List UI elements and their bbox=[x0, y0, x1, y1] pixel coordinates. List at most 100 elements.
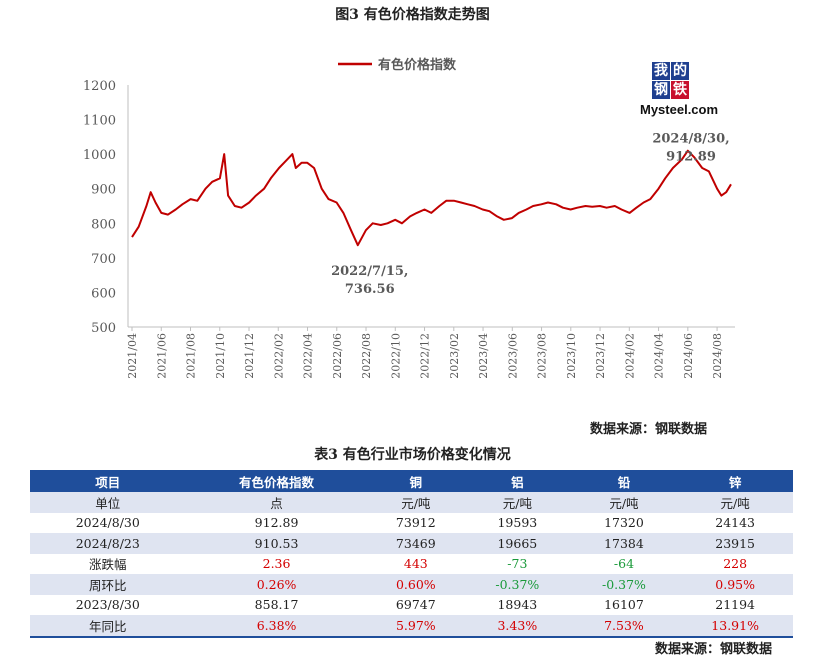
table-cell: 年同比 bbox=[30, 615, 186, 638]
annotation-label: 736.56 bbox=[345, 282, 395, 297]
table-cell: 23915 bbox=[677, 533, 793, 554]
x-tick-label: 2023/04 bbox=[477, 333, 490, 379]
y-tick-label: 1100 bbox=[83, 114, 116, 129]
logo-char: 我 bbox=[652, 62, 670, 80]
table-cell: 0.26% bbox=[185, 574, 368, 595]
table-cell: -64 bbox=[570, 553, 678, 574]
table-header-row: 项目 有色价格指数铜铝铅锌 bbox=[30, 470, 793, 492]
line-chart: 500 600 700 800 900 1000 1100 1200 2021/04 2021/0… bbox=[83, 57, 735, 379]
table-cell: 69747 bbox=[367, 594, 465, 615]
table-header-cell: 项目 bbox=[30, 470, 186, 492]
table-cell: 0.95% bbox=[677, 574, 793, 595]
y-tick-label: 1000 bbox=[83, 148, 116, 163]
table-cell: 17384 bbox=[570, 533, 678, 554]
table-cell: 元/吨 bbox=[464, 492, 571, 513]
table-header-cell: 铜 bbox=[367, 470, 465, 492]
table-title: 表3 有色行业市场价格变化情况 bbox=[314, 447, 511, 463]
table-cell: 858.17 bbox=[185, 594, 368, 615]
x-tick-label: 2021/04 bbox=[126, 333, 139, 379]
table-cell: 0.60% bbox=[367, 574, 465, 595]
table-header-cell: 铅 bbox=[570, 470, 678, 492]
x-tick-label: 2022/06 bbox=[331, 333, 344, 379]
x-tick-label: 2021/08 bbox=[185, 333, 198, 379]
table-cell: 3.43% bbox=[464, 615, 571, 638]
x-tick-label: 2024/02 bbox=[623, 333, 636, 379]
table-cell: 16107 bbox=[570, 594, 678, 615]
x-tick-label: 2021/10 bbox=[214, 333, 227, 379]
table-cell: 元/吨 bbox=[677, 492, 793, 513]
table-row: 2024/8/23 910.53 73469 19665 17384 23915 bbox=[30, 533, 793, 554]
table-row: 年同比 6.38% 5.97% 3.43% 7.53% 13.91% bbox=[30, 615, 793, 638]
table-row: 涨跌幅 2.36 443 -73 -64 228 bbox=[30, 553, 793, 574]
table-cell: 19593 bbox=[464, 512, 571, 533]
price-table: 项目 有色价格指数铜铝铅锌 单位点元/吨 元/吨 元/吨 元/吨 2024/8/30 912… bbox=[30, 470, 793, 638]
x-tick-label: 2023/02 bbox=[448, 333, 461, 379]
table-cell: 443 bbox=[367, 553, 465, 574]
table-cell: 单位 bbox=[30, 492, 186, 513]
table-cell: 7.53% bbox=[570, 615, 678, 638]
table-body: 单位点元/吨 元/吨 元/吨 元/吨 2024/8/30 912.89 73912 19593… bbox=[30, 492, 793, 638]
x-tick-label: 2022/02 bbox=[272, 333, 285, 379]
table-header-cell: 铝 bbox=[464, 470, 571, 492]
figure-title: 图3 有色价格指数走势图 bbox=[335, 7, 490, 23]
logo-char: 钢 bbox=[652, 81, 670, 99]
x-tick-label: 2022/08 bbox=[360, 333, 373, 379]
logo-char: 的 bbox=[671, 62, 689, 80]
x-tick-label: 2022/12 bbox=[419, 333, 432, 379]
chart-source: 数据来源：钢联数据 bbox=[590, 422, 708, 437]
table-cell: 2.36 bbox=[185, 553, 368, 574]
y-tick-label: 900 bbox=[91, 183, 116, 198]
table-cell: 2023/8/30 bbox=[30, 594, 186, 615]
table-cell: 涨跌幅 bbox=[30, 553, 186, 574]
table-row: 单位点元/吨 元/吨 元/吨 元/吨 bbox=[30, 492, 793, 513]
table-cell: 17320 bbox=[570, 512, 678, 533]
logo-brand: Mysteel.com bbox=[640, 102, 719, 117]
legend-label: 有色价格指数 bbox=[378, 57, 457, 73]
table-cell: 5.97% bbox=[367, 615, 465, 638]
table-cell: 元/吨 bbox=[367, 492, 465, 513]
x-tick-label: 2024/06 bbox=[682, 333, 695, 379]
y-tick-label: 1200 bbox=[83, 79, 116, 94]
y-tick-label: 800 bbox=[91, 217, 116, 232]
annotation-label: 2022/7/15, bbox=[331, 264, 408, 279]
table-cell: 18943 bbox=[464, 594, 571, 615]
y-tick-label: 500 bbox=[91, 321, 116, 336]
table-cell: 24143 bbox=[677, 512, 793, 533]
x-tick-label: 2023/12 bbox=[594, 333, 607, 379]
table-row: 2024/8/30 912.89 73912 19593 17320 24143 bbox=[30, 512, 793, 533]
logo-char: 铁 bbox=[671, 81, 689, 99]
table-cell: 13.91% bbox=[677, 615, 793, 638]
table-cell: 73912 bbox=[367, 512, 465, 533]
table-cell: 228 bbox=[677, 553, 793, 574]
annotation-label: 912.89 bbox=[666, 149, 716, 164]
table-cell: 周环比 bbox=[30, 574, 186, 595]
table-cell: 73469 bbox=[367, 533, 465, 554]
table-row: 2023/8/30 858.17 69747 18943 16107 21194 bbox=[30, 594, 793, 615]
table-source: 数据来源：钢联数据 bbox=[655, 642, 773, 657]
table-cell: 2024/8/23 bbox=[30, 533, 186, 554]
series-line bbox=[131, 149, 732, 247]
table-cell: -0.37% bbox=[570, 574, 678, 595]
table-row: 周环比 0.26% 0.60% -0.37% -0.37% 0.95% bbox=[30, 574, 793, 595]
table-cell: 6.38% bbox=[185, 615, 368, 638]
annotation-label: 2024/8/30, bbox=[652, 131, 729, 146]
x-tick-label: 2024/04 bbox=[653, 333, 666, 379]
x-tick-label: 2021/12 bbox=[243, 333, 256, 379]
table-cell: 点 bbox=[185, 492, 368, 513]
table-cell: -0.37% bbox=[464, 574, 571, 595]
x-tick-label: 2023/10 bbox=[565, 333, 578, 379]
y-tick-label: 600 bbox=[91, 286, 116, 301]
table-cell: 912.89 bbox=[185, 512, 368, 533]
y-tick-label: 700 bbox=[91, 252, 116, 267]
x-tick-label: 2022/04 bbox=[302, 333, 315, 379]
table-cell: 2024/8/30 bbox=[30, 512, 186, 533]
mysteel-logo: 我 的 钢 铁 Mysteel.com bbox=[640, 62, 730, 122]
table-header-cell: 锌 bbox=[677, 470, 793, 492]
x-tick-label: 2023/08 bbox=[536, 333, 549, 379]
x-tick-label: 2023/06 bbox=[506, 333, 519, 379]
table-cell: 元/吨 bbox=[570, 492, 678, 513]
x-tick-label: 2021/06 bbox=[155, 333, 168, 379]
table-header-cell: 有色价格指数 bbox=[185, 470, 368, 492]
table-cell: 21194 bbox=[677, 594, 793, 615]
x-tick-label: 2022/10 bbox=[389, 333, 402, 379]
